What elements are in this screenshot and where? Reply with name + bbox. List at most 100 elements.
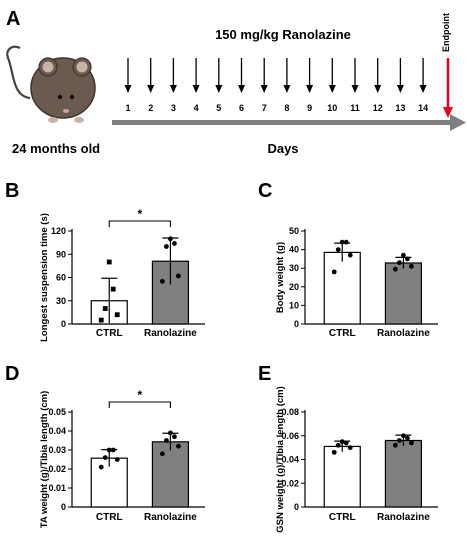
day-label-6: 6 (239, 103, 244, 113)
day-label-9: 9 (307, 103, 312, 113)
panel-b-data-point (172, 241, 177, 246)
endpoint-arrow-head (443, 107, 453, 118)
panel-d-data-point (168, 430, 173, 436)
panel-d-y-tick-label: 0.04 (48, 426, 66, 436)
day-label-14: 14 (418, 103, 428, 113)
injection-arrowhead-day-6 (238, 85, 245, 93)
panel-e-y-tick-label: 0.08 (281, 407, 299, 417)
panel-c-data-point (393, 266, 398, 272)
panel-c-chart: C Body weight (g) 0 10 20 30 40 50 CTRL Ranolazin… (258, 180, 438, 339)
panel-d-bar-ranolazine (151, 441, 190, 508)
panel-c-y-tick-label: 30 (289, 263, 299, 273)
panel-c-data-point (397, 260, 402, 266)
injection-arrowhead-day-1 (124, 85, 132, 93)
panel-e-bar-ranolazine (384, 439, 423, 508)
panel-b-category-label: Ranolazine (144, 328, 197, 339)
day-label-8: 8 (284, 103, 289, 113)
panel-e-chart: E GSN weight (g)/Tibia length (cm) 0 0.02 0.… (258, 363, 438, 533)
panel-d-y-tick-label: 0.02 (48, 464, 66, 474)
panel-d-letter: D (5, 363, 19, 385)
injection-arrowhead-day-11 (351, 85, 359, 93)
panel-e-data-point (397, 438, 402, 443)
panel-c-data-point (347, 252, 353, 258)
panel-d-data-point (114, 457, 120, 462)
panel-e-category-label: Ranolazine (377, 512, 430, 523)
days-axis-bar (112, 120, 452, 125)
panel-b-letter: B (5, 180, 19, 202)
panel-c-category-label: Ranolazine (377, 328, 430, 339)
panel-c-y-tick-label: 20 (289, 282, 299, 292)
panel-e-data-point (393, 442, 398, 448)
injection-arrowhead-day-7 (260, 85, 268, 93)
panel-e-data-point (335, 442, 341, 448)
panel-c-y-tick-label: 0 (294, 319, 299, 329)
panel-d-data-point (176, 443, 181, 449)
panel-e-y-axis-label: GSN weight (g)/Tibia length (cm) (275, 386, 286, 533)
injection-arrowhead-day-13 (396, 85, 404, 93)
panel-c-y-tick-label: 50 (289, 226, 299, 236)
panel-c-category-label: CTRL (329, 328, 356, 339)
day-label-13: 13 (395, 103, 405, 113)
panel-b-data-point (176, 273, 181, 279)
injection-arrowhead-day-4 (192, 85, 200, 93)
days-axis-arrowhead (450, 114, 466, 131)
panel-c-y-tick-label: 10 (289, 300, 299, 310)
day-label-10: 10 (327, 103, 337, 113)
panel-e-data-point (401, 433, 406, 439)
panel-a-letter: A (6, 8, 20, 30)
injection-arrows: 1 2 3 4 5 6 7 8 9 10 11 12 13 14 (124, 58, 428, 113)
day-label-11: 11 (350, 103, 360, 113)
panel-b-category-label: CTRL (96, 328, 123, 339)
injection-arrowhead-day-8 (283, 85, 291, 93)
day-label-7: 7 (262, 103, 267, 113)
injection-arrowhead-day-9 (306, 85, 314, 93)
day-label-2: 2 (148, 103, 153, 113)
panel-d-category-label: CTRL (96, 512, 123, 523)
injection-arrowhead-day-14 (419, 85, 427, 93)
panel-e-data-point (409, 440, 414, 446)
panel-c-data-point (409, 263, 414, 269)
panel-d-data-point (160, 451, 165, 457)
panel-b-significance-star: * (137, 207, 142, 221)
panel-b-data-point (164, 244, 169, 249)
panel-e-y-tick-label: 0.02 (281, 478, 299, 488)
panel-b-significance-bracket (108, 220, 171, 227)
panel-c-y-axis-label: Body weight (g) (275, 242, 286, 313)
panel-c-data-point (331, 269, 337, 275)
panel-d-y-tick-label: 0.05 (48, 407, 66, 417)
panel-b-y-tick-label: 60 (56, 273, 66, 283)
panel-b-chart: B Longest suspension time (s) 0 30 60 90 120 CT… (5, 180, 205, 342)
panel-d-data-point (164, 438, 169, 443)
day-label-4: 4 (194, 103, 199, 113)
panel-d-data-point (110, 447, 116, 453)
panel-b-y-tick-label: 90 (56, 249, 66, 259)
panel-e-data-point (339, 439, 345, 445)
day-label-5: 5 (216, 103, 221, 113)
dose-label: 150 mg/kg Ranolazine (215, 27, 351, 42)
panel-c-data-point (339, 239, 345, 245)
panel-b-data-point (102, 306, 108, 311)
panel-b-data-point (160, 278, 165, 284)
mouse-icon (6, 45, 96, 123)
panel-e-y-tick-label: 0.06 (281, 431, 299, 441)
panel-c-data-point (335, 247, 341, 252)
panel-c-bar-ranolazine (384, 262, 423, 325)
panel-b-y-tick-label: 30 (56, 296, 66, 306)
panel-e-y-tick-label: 0.04 (281, 455, 299, 465)
injection-arrowhead-day-2 (147, 85, 155, 93)
panel-b-y-tick-label: 120 (51, 226, 66, 236)
panel-e-y-tick-label: 0 (294, 502, 299, 512)
panel-c-data-point (405, 256, 410, 262)
panel-d-y-tick-label: 0 (61, 502, 66, 512)
endpoint-label: Endpoint (441, 13, 451, 52)
injection-arrowhead-day-3 (169, 85, 177, 93)
panel-b-y-tick-label: 0 (61, 319, 66, 329)
panel-b-y-axis-label: Longest suspension time (s) (39, 213, 50, 342)
panel-e-letter: E (258, 363, 271, 385)
panel-c-y-tick-label: 40 (289, 245, 299, 255)
panel-d-y-axis-label: TA weight (g)/Tibia length (cm) (39, 391, 50, 529)
panel-b-data-point (110, 286, 116, 292)
injection-arrowhead-day-12 (374, 85, 382, 93)
panel-d-data-point (102, 455, 108, 460)
